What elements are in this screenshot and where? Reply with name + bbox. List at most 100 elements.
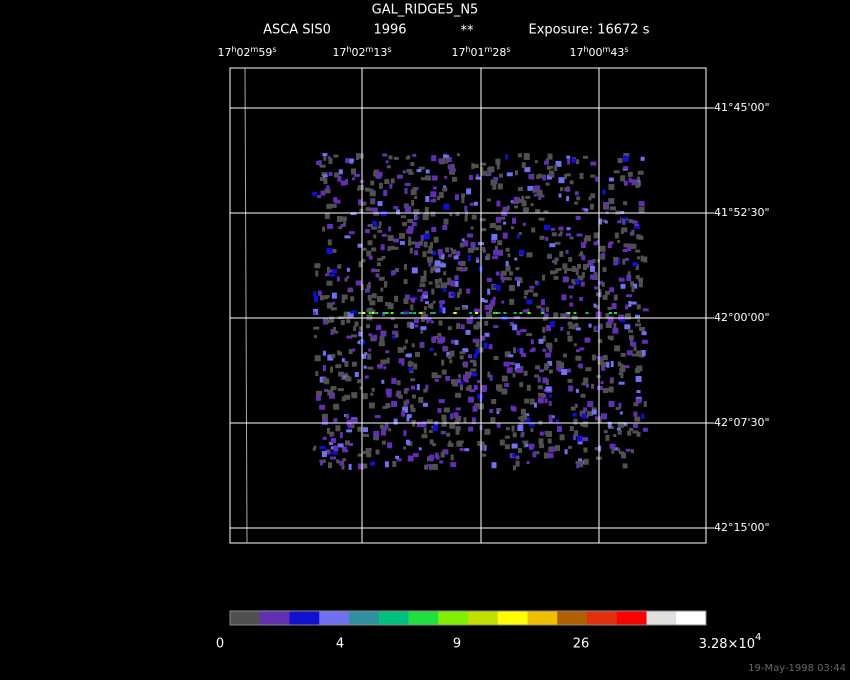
pixel-patch xyxy=(635,264,639,271)
pixel-patch xyxy=(418,240,423,246)
pixel-patch xyxy=(425,384,429,391)
pixel-patch xyxy=(408,226,413,232)
pixel-patch xyxy=(428,262,432,267)
colorbar-frame xyxy=(229,610,707,626)
pixel-patch xyxy=(377,365,383,369)
pixel-patch xyxy=(344,414,348,417)
pixel-patch xyxy=(391,377,397,384)
pixel-patch xyxy=(381,256,386,259)
pixel-patch xyxy=(370,207,377,212)
pixel-patch xyxy=(566,331,570,336)
pixel-patch xyxy=(568,256,573,262)
pixel-patch xyxy=(606,321,613,325)
pixel-patch xyxy=(426,256,433,263)
pixel-patch xyxy=(314,295,318,302)
pixel-patch xyxy=(397,394,403,399)
pixel-patch xyxy=(441,431,445,435)
pixel-patch xyxy=(325,273,330,277)
pixel-patch xyxy=(579,410,586,417)
pixel-patch xyxy=(431,155,437,162)
pixel-patch xyxy=(329,441,334,445)
pixel-patch xyxy=(378,276,385,281)
pixel-patch xyxy=(503,361,510,367)
pixel-patch xyxy=(547,253,552,259)
pixel-patch xyxy=(423,233,430,240)
pixel-patch xyxy=(333,403,340,410)
pixel-patch xyxy=(555,160,562,167)
pixel-patch xyxy=(376,171,383,177)
seam-pixel xyxy=(368,312,372,314)
pixel-patch xyxy=(639,327,646,331)
pixel-patch xyxy=(556,419,559,424)
pixel-patch xyxy=(345,376,352,382)
pixel-patch xyxy=(545,182,550,186)
pixel-patch xyxy=(564,269,567,274)
pixel-patch xyxy=(550,321,555,327)
pixel-patch xyxy=(629,428,634,431)
pixel-patch xyxy=(576,159,580,165)
pixel-patch xyxy=(583,447,588,453)
pixel-patch xyxy=(516,234,520,239)
pixel-patch xyxy=(563,174,567,180)
pixel-patch xyxy=(321,451,327,457)
pixel-patch xyxy=(504,435,510,439)
pixel-patch xyxy=(443,218,449,225)
pixel-patch xyxy=(533,292,538,297)
pixel-patch xyxy=(431,288,435,295)
pixel-patch xyxy=(415,242,420,248)
pixel-patch xyxy=(356,153,359,160)
pixel-patch xyxy=(534,160,538,164)
pixel-patch xyxy=(642,308,649,312)
pixel-patch xyxy=(521,195,525,202)
pixel-patch xyxy=(472,405,478,412)
pixel-patch xyxy=(497,183,503,190)
pixel-patch xyxy=(431,425,435,429)
pixel-patch xyxy=(554,165,558,171)
dec-label: 42°07'30" xyxy=(714,416,770,429)
pixel-patch xyxy=(594,447,599,451)
pixel-patch xyxy=(499,173,503,178)
pixel-patch xyxy=(556,446,560,451)
pixel-patch xyxy=(333,445,339,452)
pixel-patch xyxy=(346,429,353,433)
pixel-patch xyxy=(640,255,644,262)
pixel-patch xyxy=(543,210,549,214)
pixel-patch xyxy=(411,267,418,274)
pixel-patch xyxy=(538,338,544,344)
pixel-patch xyxy=(602,355,608,361)
pixel-patch xyxy=(459,355,464,360)
pixel-patch xyxy=(329,431,335,436)
pixel-patch xyxy=(500,270,507,276)
pixel-patch xyxy=(536,175,541,179)
pixel-patch xyxy=(386,165,391,169)
pixel-patch xyxy=(558,233,562,237)
pixel-patch xyxy=(514,205,519,209)
pixel-patch xyxy=(609,443,616,449)
pixel-patch xyxy=(471,163,475,170)
pixel-patch xyxy=(363,365,367,369)
pixel-patch xyxy=(338,226,343,230)
pixel-patch xyxy=(469,202,474,206)
pixel-patch xyxy=(496,422,501,428)
pixel-patch xyxy=(354,372,359,377)
pixel-patch xyxy=(525,195,531,199)
pixel-patch xyxy=(577,441,583,445)
pixel-patch xyxy=(513,347,516,354)
pixel-patch xyxy=(620,283,626,289)
pixel-patch xyxy=(518,232,522,235)
colorbar-label: 0 xyxy=(216,637,224,652)
colorbar-segment xyxy=(557,611,588,625)
pixel-patch xyxy=(442,449,449,455)
pixel-patch xyxy=(545,307,549,312)
pixel-patch xyxy=(566,227,571,231)
pixel-patch xyxy=(554,338,558,343)
pixel-patch xyxy=(583,377,589,384)
pixel-patch xyxy=(375,449,380,455)
ra-unit: h xyxy=(465,45,470,54)
pixel-patch xyxy=(477,380,481,384)
pixel-patch xyxy=(462,306,467,310)
pixel-patch xyxy=(411,298,415,303)
pixel-patch xyxy=(548,369,553,374)
pixel-patch xyxy=(459,242,464,248)
pixel-patch xyxy=(477,347,484,353)
